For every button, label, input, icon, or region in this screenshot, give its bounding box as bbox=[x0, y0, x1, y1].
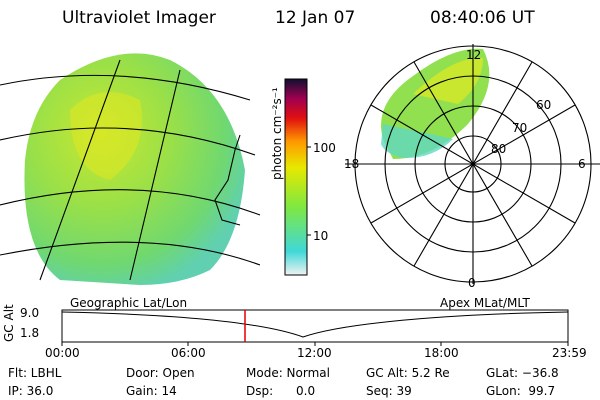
gc-alt-axis-label: GC Alt bbox=[2, 304, 16, 342]
time-tick-1800: 18:00 bbox=[424, 346, 459, 360]
glon-status: GLon: 99.7 bbox=[486, 384, 556, 398]
gc-alt-tick-high: 9.0 bbox=[20, 306, 40, 320]
aurora-image-disk bbox=[24, 53, 245, 286]
lat-lon-grid bbox=[0, 59, 260, 281]
image-time: 08:40:06 UT bbox=[430, 8, 535, 28]
mlt-label-6: 6 bbox=[578, 157, 586, 171]
mlt-label-0: 0 bbox=[468, 276, 476, 290]
ip-status: IP: 36.0 bbox=[8, 384, 54, 398]
colorbar-unit-label: photon cm⁻²s⁻¹ bbox=[270, 87, 284, 180]
instrument-title: Ultraviolet Imager bbox=[62, 8, 216, 28]
intensity-colorbar bbox=[284, 78, 311, 276]
apex-label: Apex MLat/MLT bbox=[440, 296, 530, 310]
geographic-label: Geographic Lat/Lon bbox=[70, 296, 188, 310]
gc-alt-tick-low: 1.8 bbox=[20, 326, 40, 340]
colorbar-tick-10: 10 bbox=[313, 229, 329, 243]
colorbar-tick-100: 100 bbox=[313, 141, 336, 155]
seq-status: Seq: 39 bbox=[366, 384, 412, 398]
door-status: Door: Open bbox=[126, 366, 195, 380]
glat-status: GLat: −36.8 bbox=[486, 366, 559, 380]
lat-label-80: 80 bbox=[491, 142, 507, 156]
filter-status: Flt: LBHL bbox=[8, 366, 62, 380]
polar-grid bbox=[345, 44, 600, 284]
image-date: 12 Jan 07 bbox=[275, 8, 356, 28]
time-tick-0000: 00:00 bbox=[45, 346, 80, 360]
time-tick-2359: 23:59 bbox=[552, 346, 587, 360]
mode-status: Mode: Normal bbox=[246, 366, 330, 380]
lat-label-60: 60 bbox=[536, 98, 552, 112]
gain-status: Gain: 14 bbox=[126, 384, 177, 398]
polar-mlt-plot bbox=[345, 44, 600, 284]
gc-alt-curve bbox=[61, 311, 569, 338]
geographic-aurora-image bbox=[0, 53, 260, 286]
mlt-label-18: 18 bbox=[344, 157, 360, 171]
gc-alt-status: GC Alt: 5.2 Re bbox=[366, 366, 450, 380]
time-tick-1200: 12:00 bbox=[297, 346, 332, 360]
time-tick-0600: 06:00 bbox=[171, 346, 206, 360]
dsp-status: Dsp: 0.0 bbox=[246, 384, 316, 398]
orbit-timeline bbox=[61, 309, 569, 346]
lat-label-70: 70 bbox=[512, 121, 528, 135]
mlt-label-12: 12 bbox=[466, 48, 482, 62]
